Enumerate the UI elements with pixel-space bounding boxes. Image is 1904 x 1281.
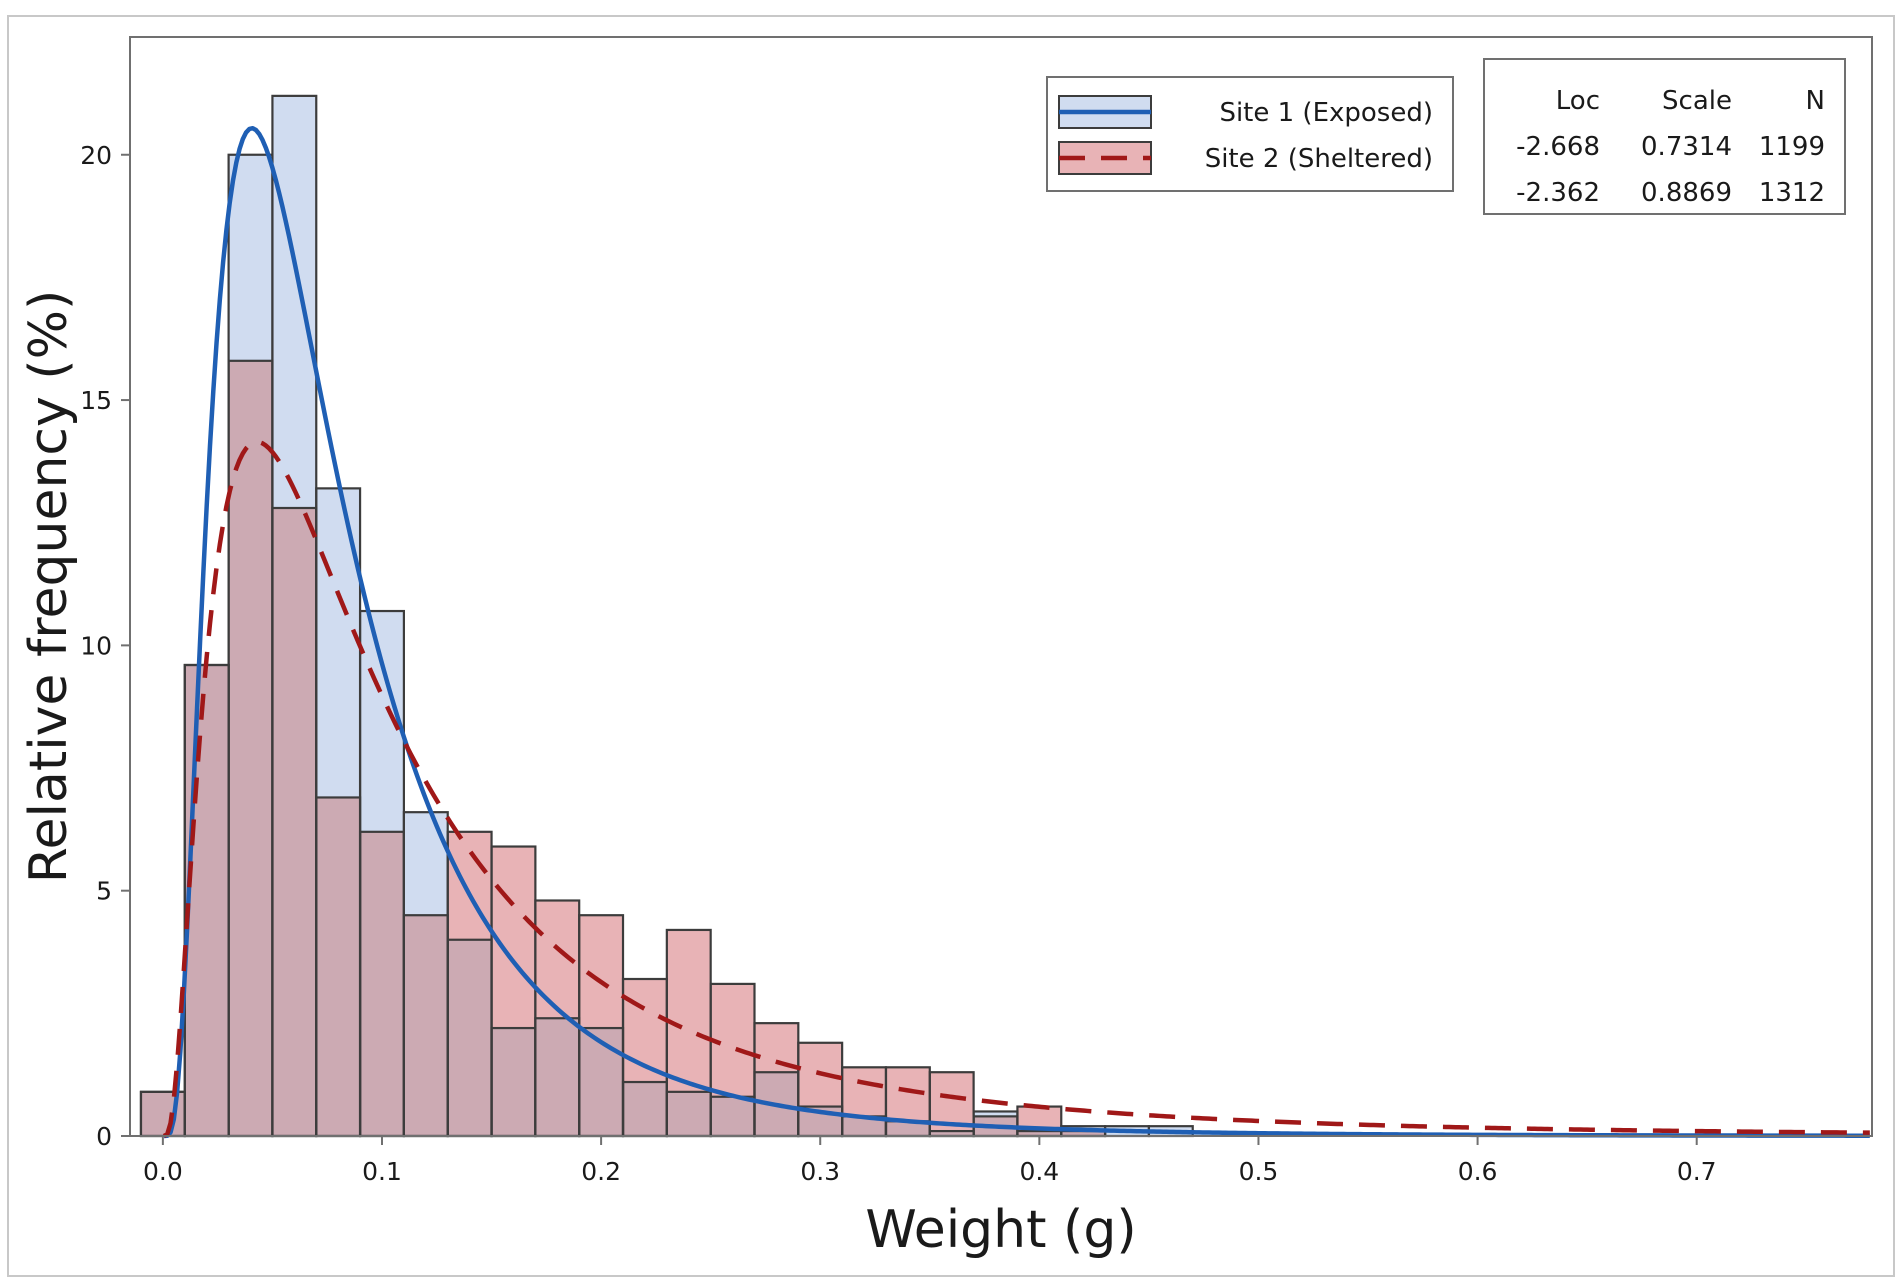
stats-table: Loc Scale N -2.668 0.7314 1199 -2.362 0.8869 131… [1483, 58, 1846, 215]
y-tick-label: 10 [80, 631, 112, 660]
y-tick-label: 0 [96, 1122, 112, 1151]
series-2-excess-16 [842, 1067, 886, 1117]
x-tick-label: 0.1 [362, 1157, 402, 1186]
overlap-bar-5 [360, 831, 404, 1136]
overlap-bar-3 [272, 508, 317, 1136]
x-tick-label: 0.6 [1458, 1157, 1498, 1186]
overlap-bar-11 [623, 1082, 667, 1136]
axes: 0.0 0.1 0.2 0.3 0.4 0.5 0.6 0.7 0 5 10 15 20 Weight (… [19, 36, 1873, 1260]
legend-label-2: Site 2 (Sheltered) [1205, 144, 1433, 174]
stats-header-loc: Loc [1556, 86, 1600, 116]
x-tick-label: 0.0 [143, 1157, 183, 1186]
overlap-bar-4 [316, 797, 361, 1136]
overlap-bar-17 [885, 1121, 930, 1136]
series-1-excess-19 [973, 1111, 1018, 1117]
overlap-bar-18 [929, 1131, 974, 1136]
series-1-excess-4 [316, 488, 361, 798]
series-1-excess-3 [272, 95, 317, 508]
stats-header-n: N [1806, 86, 1825, 116]
overlap-bar-12 [666, 1091, 711, 1136]
y-axis-title: Relative frequency (%) [19, 290, 79, 884]
stats-header-scale: Scale [1662, 86, 1732, 116]
overlap-bar-9 [535, 1018, 580, 1136]
y-tick-label: 15 [80, 386, 112, 415]
stats-cell: 0.8869 [1641, 178, 1732, 208]
series-2-excess-10 [579, 915, 624, 1029]
stats-box [1483, 58, 1846, 215]
stats-cell: -2.668 [1516, 132, 1600, 162]
series-2-excess-8 [491, 846, 536, 1029]
overlap-bar-8 [491, 1028, 536, 1136]
y-tick-label: 5 [96, 877, 112, 906]
legend: Site 1 (Exposed) Site 2 (Sheltered) [1046, 76, 1454, 192]
x-tick-label: 0.4 [1019, 1157, 1059, 1186]
x-tick-label: 0.5 [1239, 1157, 1279, 1186]
y-tick-label: 20 [80, 141, 112, 170]
overlap-bar-21 [1061, 1131, 1106, 1136]
x-tick-label: 0.7 [1677, 1157, 1717, 1186]
overlap-bar-6 [403, 915, 448, 1136]
series-2-fit-curve [162, 439, 1870, 1138]
overlap-bar-20 [1017, 1131, 1062, 1136]
overlap-bar-2 [228, 360, 273, 1136]
series-2-excess-12 [666, 929, 711, 1092]
stats-cell: 0.7314 [1641, 132, 1732, 162]
plot-area-border [129, 36, 1873, 1137]
overlap-bar-7 [447, 939, 492, 1136]
overlap-bar-1 [184, 665, 229, 1136]
x-axis-title: Weight (g) [865, 1200, 1136, 1260]
x-tick-label: 0.2 [581, 1157, 621, 1186]
series-1-excess-6 [403, 812, 448, 916]
legend-label-1: Site 1 (Exposed) [1219, 98, 1433, 128]
overlap-bar-16 [842, 1116, 886, 1136]
overlap-bar-13 [710, 1096, 755, 1136]
stats-cell: 1199 [1759, 132, 1825, 162]
overlap-bar-10 [579, 1028, 624, 1136]
x-tick-label: 0.3 [800, 1157, 840, 1186]
overlap-bars [140, 95, 1193, 1136]
series-1-excess-2 [228, 154, 273, 361]
stats-cell: 1312 [1759, 178, 1825, 208]
stats-cell: -2.362 [1516, 178, 1600, 208]
